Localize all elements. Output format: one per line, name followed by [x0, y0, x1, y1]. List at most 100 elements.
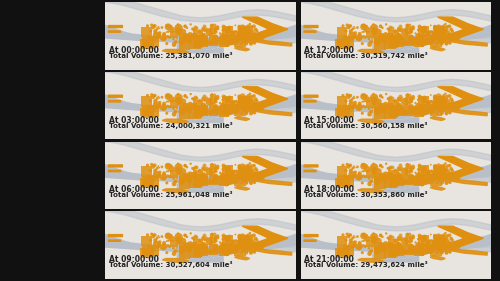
Point [183, 95, 191, 100]
Point [218, 241, 226, 245]
Point [229, 101, 237, 106]
Point [244, 237, 252, 242]
Point [222, 103, 230, 107]
Point [346, 178, 354, 183]
Point [162, 162, 170, 167]
Point [256, 103, 264, 108]
Point [198, 178, 206, 182]
Point [395, 245, 403, 249]
Point [178, 40, 186, 44]
Point [156, 173, 164, 178]
Point [396, 247, 404, 252]
FancyBboxPatch shape [108, 100, 121, 103]
Point [406, 107, 414, 112]
Point [229, 176, 237, 181]
Polygon shape [358, 49, 384, 53]
Point [438, 26, 446, 30]
Point [405, 23, 413, 28]
Point [244, 98, 252, 103]
Point [340, 33, 348, 38]
Point [151, 24, 159, 28]
Point [224, 103, 232, 108]
Polygon shape [230, 171, 296, 184]
Point [148, 245, 156, 250]
Point [442, 181, 450, 185]
Point [146, 29, 154, 33]
Point [164, 164, 172, 169]
Point [146, 168, 154, 173]
Point [174, 96, 182, 100]
Point [408, 248, 416, 252]
Point [186, 22, 194, 27]
Point [242, 41, 250, 46]
Point [427, 248, 435, 253]
Point [440, 28, 448, 33]
Point [429, 104, 437, 109]
Point [212, 27, 220, 31]
Point [164, 30, 172, 34]
Point [168, 233, 175, 237]
Point [248, 242, 256, 246]
Point [244, 163, 252, 167]
Point [352, 174, 360, 178]
Point [204, 250, 212, 254]
Point [423, 248, 431, 252]
Point [197, 34, 205, 39]
Point [434, 101, 442, 106]
Point [160, 35, 168, 39]
Point [221, 235, 229, 240]
Point [186, 33, 194, 37]
Point [452, 175, 460, 179]
Point [197, 178, 205, 183]
Point [373, 248, 381, 253]
Point [366, 241, 374, 246]
Point [442, 22, 450, 26]
Polygon shape [430, 116, 446, 121]
Point [153, 103, 161, 108]
FancyBboxPatch shape [108, 25, 123, 28]
Point [419, 100, 427, 104]
Point [358, 175, 366, 179]
Point [178, 248, 186, 252]
Point [208, 232, 216, 236]
Point [208, 162, 216, 166]
Point [226, 246, 234, 251]
Point [445, 241, 453, 246]
Point [420, 237, 428, 241]
Text: At 00:00:00: At 00:00:00 [109, 46, 158, 55]
Point [224, 28, 232, 33]
Point [430, 99, 438, 103]
Point [220, 109, 228, 114]
Point [232, 238, 240, 243]
Point [370, 101, 378, 106]
Point [229, 246, 237, 250]
Point [374, 30, 382, 34]
Point [148, 106, 156, 110]
Point [355, 173, 363, 177]
Point [168, 28, 175, 32]
Point [204, 180, 212, 185]
Point [428, 248, 436, 253]
Point [243, 36, 251, 40]
Point [346, 39, 354, 43]
Point [345, 233, 353, 237]
Point [212, 180, 220, 184]
Point [210, 34, 218, 38]
Point [386, 180, 394, 185]
Point [158, 106, 166, 111]
Point [370, 235, 378, 239]
Point [247, 42, 255, 46]
Point [351, 31, 359, 35]
Point [250, 104, 258, 108]
Point [246, 97, 254, 101]
Point [156, 100, 164, 105]
Point [396, 242, 404, 246]
Point [418, 34, 426, 39]
Point [424, 246, 432, 250]
Polygon shape [358, 259, 384, 262]
Point [389, 248, 397, 252]
Point [416, 246, 424, 251]
Point [224, 238, 232, 242]
Point [172, 249, 180, 253]
Point [164, 173, 172, 178]
